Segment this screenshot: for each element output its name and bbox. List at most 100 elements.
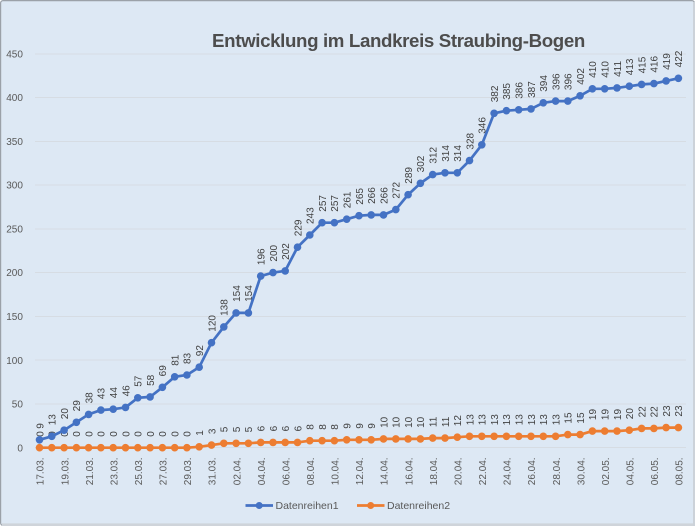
svg-text:196: 196 xyxy=(257,248,268,265)
svg-text:0: 0 xyxy=(121,431,132,437)
svg-text:8: 8 xyxy=(306,424,317,430)
svg-text:10: 10 xyxy=(404,416,415,428)
svg-text:200: 200 xyxy=(6,268,23,279)
svg-text:328: 328 xyxy=(465,132,476,149)
svg-text:289: 289 xyxy=(404,167,415,184)
svg-text:13: 13 xyxy=(527,414,538,426)
svg-text:202: 202 xyxy=(281,243,292,260)
svg-text:58: 58 xyxy=(146,374,157,386)
svg-text:302: 302 xyxy=(416,155,427,172)
svg-text:19.03.: 19.03. xyxy=(60,457,71,485)
svg-text:83: 83 xyxy=(183,352,194,364)
svg-text:415: 415 xyxy=(637,56,648,73)
svg-text:13: 13 xyxy=(515,414,526,426)
svg-text:29.03.: 29.03. xyxy=(183,457,194,485)
svg-text:450: 450 xyxy=(6,49,23,60)
svg-text:69: 69 xyxy=(158,365,169,377)
svg-text:5: 5 xyxy=(232,426,243,432)
svg-text:30.04.: 30.04. xyxy=(576,457,587,485)
svg-text:300: 300 xyxy=(6,181,23,192)
svg-text:243: 243 xyxy=(306,207,317,224)
svg-text:265: 265 xyxy=(355,188,366,205)
svg-text:257: 257 xyxy=(318,195,329,212)
svg-text:396: 396 xyxy=(551,73,562,90)
svg-text:13: 13 xyxy=(551,414,562,426)
svg-text:272: 272 xyxy=(392,181,403,198)
svg-text:13: 13 xyxy=(48,414,59,426)
svg-text:1: 1 xyxy=(195,430,206,436)
svg-text:22: 22 xyxy=(650,406,661,418)
svg-text:06.05.: 06.05. xyxy=(650,457,661,485)
svg-text:02.04.: 02.04. xyxy=(232,457,243,485)
svg-text:19: 19 xyxy=(601,409,612,421)
svg-text:92: 92 xyxy=(195,345,206,357)
svg-text:08.05.: 08.05. xyxy=(675,457,686,485)
svg-text:0: 0 xyxy=(35,431,46,437)
svg-text:25.03.: 25.03. xyxy=(134,457,145,485)
svg-text:31.03.: 31.03. xyxy=(208,457,219,485)
svg-text:8: 8 xyxy=(330,424,341,430)
svg-text:13: 13 xyxy=(502,414,513,426)
svg-text:402: 402 xyxy=(576,68,587,85)
svg-text:150: 150 xyxy=(6,312,23,323)
svg-text:10: 10 xyxy=(379,416,390,428)
svg-text:44: 44 xyxy=(109,387,120,399)
svg-text:28.04.: 28.04. xyxy=(552,457,563,485)
svg-text:154: 154 xyxy=(244,285,255,302)
svg-text:15: 15 xyxy=(576,412,587,424)
svg-text:416: 416 xyxy=(650,55,661,72)
svg-text:04.05.: 04.05. xyxy=(626,457,637,485)
svg-text:0: 0 xyxy=(17,443,23,454)
svg-text:138: 138 xyxy=(220,299,231,316)
svg-text:12.04.: 12.04. xyxy=(355,457,366,485)
svg-text:15: 15 xyxy=(564,412,575,424)
svg-text:0: 0 xyxy=(72,431,83,437)
svg-text:81: 81 xyxy=(171,354,182,366)
svg-text:13: 13 xyxy=(490,414,501,426)
svg-text:0: 0 xyxy=(158,431,169,437)
svg-text:200: 200 xyxy=(269,244,280,261)
svg-text:5: 5 xyxy=(220,426,231,432)
svg-text:257: 257 xyxy=(330,195,341,212)
svg-text:11: 11 xyxy=(441,416,452,427)
svg-text:10: 10 xyxy=(392,416,403,428)
svg-text:13: 13 xyxy=(478,414,489,426)
svg-text:19: 19 xyxy=(588,409,599,421)
svg-text:0: 0 xyxy=(97,431,108,437)
svg-text:120: 120 xyxy=(207,315,218,332)
svg-text:24.04.: 24.04. xyxy=(503,457,514,485)
svg-text:154: 154 xyxy=(232,285,243,302)
svg-text:13: 13 xyxy=(539,414,550,426)
svg-text:413: 413 xyxy=(625,58,636,75)
svg-text:314: 314 xyxy=(441,145,452,162)
svg-text:20: 20 xyxy=(60,408,71,420)
svg-text:23: 23 xyxy=(674,405,685,417)
svg-text:312: 312 xyxy=(429,146,440,163)
svg-text:9: 9 xyxy=(367,423,378,429)
svg-text:11: 11 xyxy=(429,416,440,427)
svg-text:Datenreihen2: Datenreihen2 xyxy=(387,500,450,512)
svg-text:419: 419 xyxy=(662,53,673,70)
svg-text:13: 13 xyxy=(465,414,476,426)
svg-text:06.04.: 06.04. xyxy=(281,457,292,485)
svg-text:0: 0 xyxy=(183,431,194,437)
svg-text:50: 50 xyxy=(12,400,24,411)
svg-text:6: 6 xyxy=(269,425,280,431)
svg-text:5: 5 xyxy=(244,426,255,432)
svg-text:19: 19 xyxy=(613,409,624,421)
svg-text:6: 6 xyxy=(293,425,304,431)
svg-text:0: 0 xyxy=(109,431,120,437)
svg-text:04.04.: 04.04. xyxy=(257,457,268,485)
svg-text:18.04.: 18.04. xyxy=(429,457,440,485)
svg-text:Entwicklung im Landkreis Strau: Entwicklung im Landkreis Straubing-Bogen xyxy=(212,30,585,51)
svg-text:10: 10 xyxy=(416,416,427,428)
svg-text:100: 100 xyxy=(6,356,23,367)
svg-text:17.03.: 17.03. xyxy=(36,457,47,485)
svg-text:16.04.: 16.04. xyxy=(404,457,415,485)
svg-text:20.04.: 20.04. xyxy=(454,457,465,485)
svg-text:3: 3 xyxy=(207,428,218,434)
svg-text:346: 346 xyxy=(478,117,489,134)
svg-text:43: 43 xyxy=(97,388,108,400)
svg-text:6: 6 xyxy=(257,425,268,431)
svg-text:385: 385 xyxy=(502,83,513,100)
